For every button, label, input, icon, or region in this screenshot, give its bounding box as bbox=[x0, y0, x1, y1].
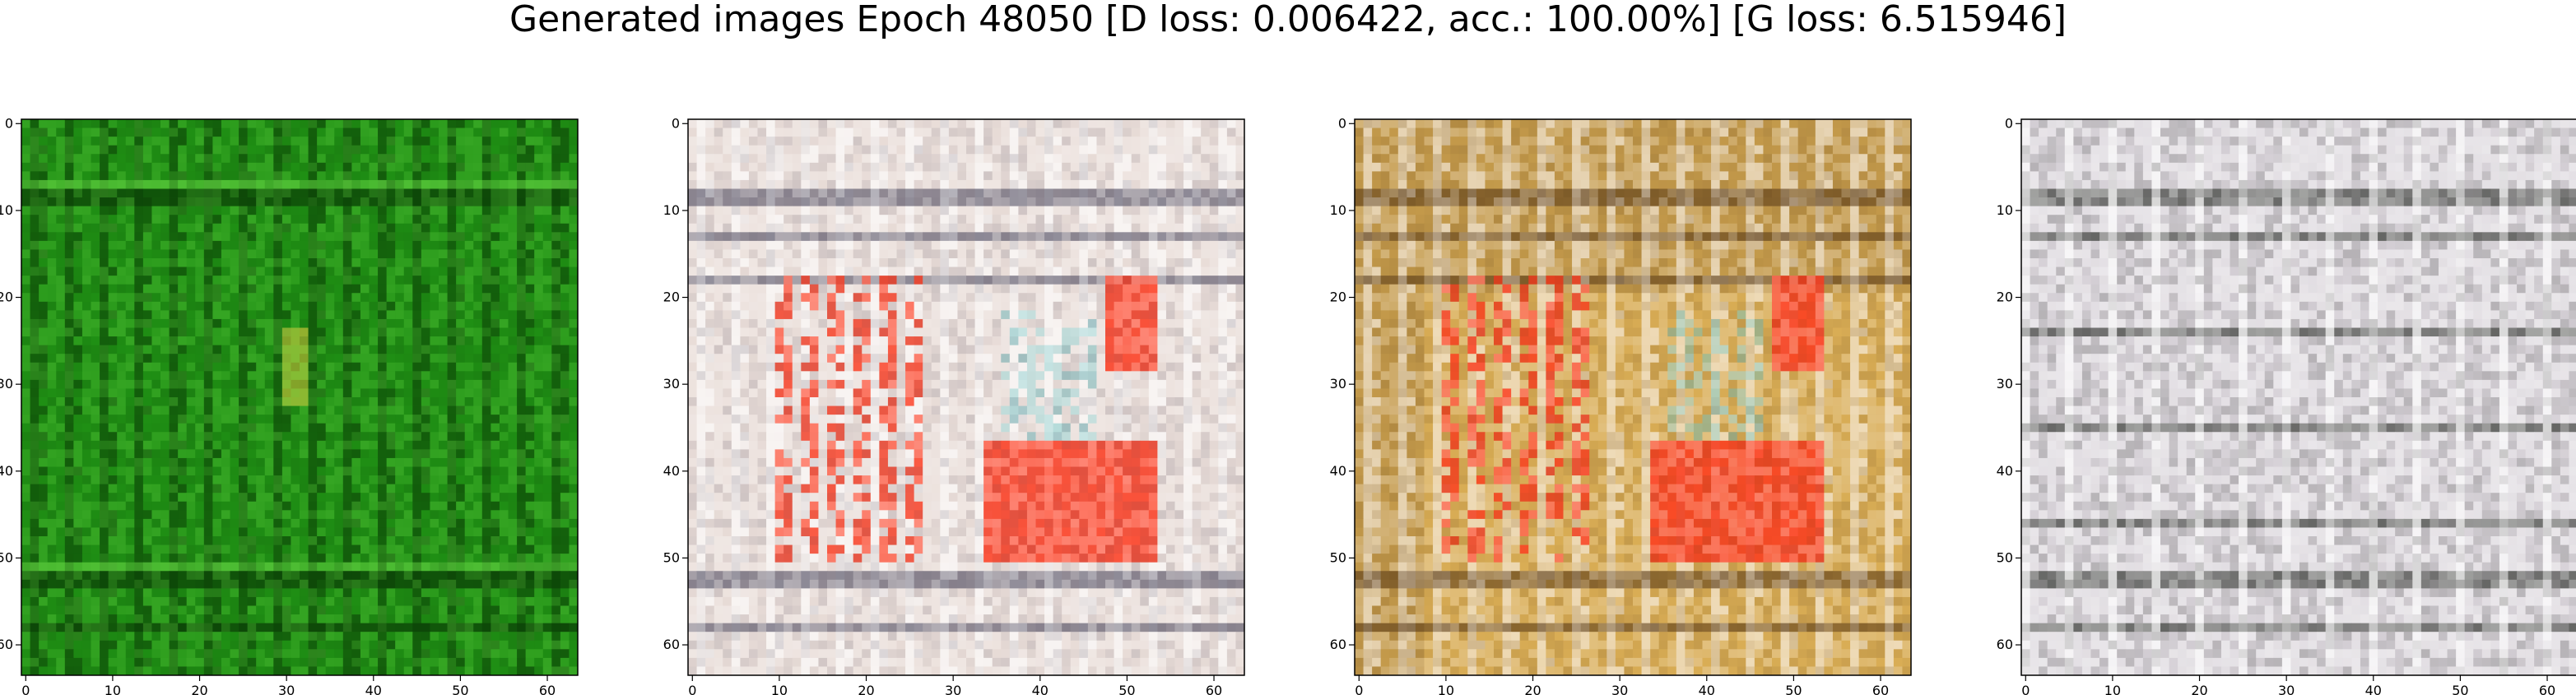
image-pixels bbox=[1355, 119, 1912, 676]
y-tick-label: 30 bbox=[1997, 376, 2013, 392]
figure-title: Generated images Epoch 48050 [D loss: 0.… bbox=[509, 0, 2067, 40]
x-tick-label: 60 bbox=[1206, 683, 1222, 695]
y-tick-label: 30 bbox=[1330, 376, 1346, 392]
y-tick-label: 0 bbox=[2005, 115, 2013, 131]
y-tick-label: 0 bbox=[672, 115, 680, 131]
x-tick-label: 40 bbox=[1032, 683, 1049, 695]
axes-frame bbox=[2020, 118, 2576, 676]
y-tick-label: 40 bbox=[663, 463, 680, 479]
y-tick-label: 10 bbox=[1997, 202, 2013, 218]
sample-image-1: 0 10 20 30 40 50 60 0 10 20 30 40 50 60 bbox=[0, 115, 579, 695]
x-tick-label: 60 bbox=[1872, 683, 1889, 695]
x-tick-label: 20 bbox=[2191, 683, 2207, 695]
y-tick-label: 40 bbox=[0, 463, 13, 479]
y-tick-label: 20 bbox=[0, 290, 13, 305]
y-tick-label: 40 bbox=[1330, 463, 1346, 479]
y-tick-label: 50 bbox=[0, 549, 13, 565]
y-tick-label: 0 bbox=[1338, 115, 1346, 131]
x-tick-label: 10 bbox=[771, 683, 788, 695]
x-tick-label: 30 bbox=[2278, 683, 2295, 695]
x-tick-label: 10 bbox=[105, 683, 121, 695]
y-tick-label: 40 bbox=[1997, 463, 2013, 479]
x-tick-label: 30 bbox=[1611, 683, 1628, 695]
axes-frame bbox=[21, 118, 579, 676]
y-tick-label: 60 bbox=[663, 637, 680, 652]
axes-frame bbox=[687, 118, 1245, 676]
sample-image-3: 0 10 20 30 40 50 60 0 10 20 30 40 50 60 bbox=[1330, 115, 1912, 695]
y-tick-label: 20 bbox=[1330, 290, 1346, 305]
y-tick-label: 60 bbox=[0, 637, 13, 652]
y-tick-label: 20 bbox=[1997, 290, 2013, 305]
y-tick-label: 50 bbox=[663, 549, 680, 565]
sample-image-2: 0 10 20 30 40 50 60 0 10 20 30 40 50 60 bbox=[663, 115, 1245, 695]
x-tick-label: 30 bbox=[945, 683, 961, 695]
y-tick-label: 50 bbox=[1997, 549, 2013, 565]
y-tick-label: 0 bbox=[5, 115, 13, 131]
image-pixels bbox=[21, 119, 579, 676]
x-tick-label: 10 bbox=[1438, 683, 1454, 695]
y-tick-label: 60 bbox=[1997, 637, 2013, 652]
x-tick-label: 40 bbox=[2365, 683, 2382, 695]
x-tick-label: 50 bbox=[1118, 683, 1135, 695]
y-tick-label: 10 bbox=[1330, 202, 1346, 218]
x-tick-label: 0 bbox=[688, 683, 696, 695]
x-tick-label: 50 bbox=[1785, 683, 1802, 695]
x-tick-label: 50 bbox=[452, 683, 468, 695]
y-tick-label: 30 bbox=[0, 376, 13, 392]
y-tick-label: 10 bbox=[0, 202, 13, 218]
x-tick-label: 50 bbox=[2452, 683, 2468, 695]
x-tick-label: 20 bbox=[1524, 683, 1541, 695]
x-tick-label: 60 bbox=[539, 683, 556, 695]
sample-image-4: 0 10 20 30 40 50 60 0 10 20 30 40 50 60 bbox=[1997, 115, 2576, 695]
image-pixels bbox=[2021, 119, 2576, 676]
x-tick-label: 20 bbox=[858, 683, 874, 695]
y-tick-label: 20 bbox=[663, 290, 680, 305]
image-pixels bbox=[688, 119, 1245, 676]
x-tick-label: 0 bbox=[1355, 683, 1363, 695]
x-tick-label: 0 bbox=[2021, 683, 2030, 695]
y-tick-label: 10 bbox=[663, 202, 680, 218]
x-tick-label: 60 bbox=[2539, 683, 2555, 695]
x-tick-label: 40 bbox=[365, 683, 382, 695]
x-tick-label: 10 bbox=[2104, 683, 2121, 695]
y-tick-label: 30 bbox=[663, 376, 680, 392]
y-tick-label: 60 bbox=[1330, 637, 1346, 652]
x-tick-label: 30 bbox=[278, 683, 295, 695]
x-tick-label: 20 bbox=[191, 683, 207, 695]
x-tick-label: 40 bbox=[1699, 683, 1715, 695]
axes-frame bbox=[1354, 118, 1912, 676]
x-tick-label: 0 bbox=[21, 683, 30, 695]
y-tick-label: 50 bbox=[1330, 549, 1346, 565]
